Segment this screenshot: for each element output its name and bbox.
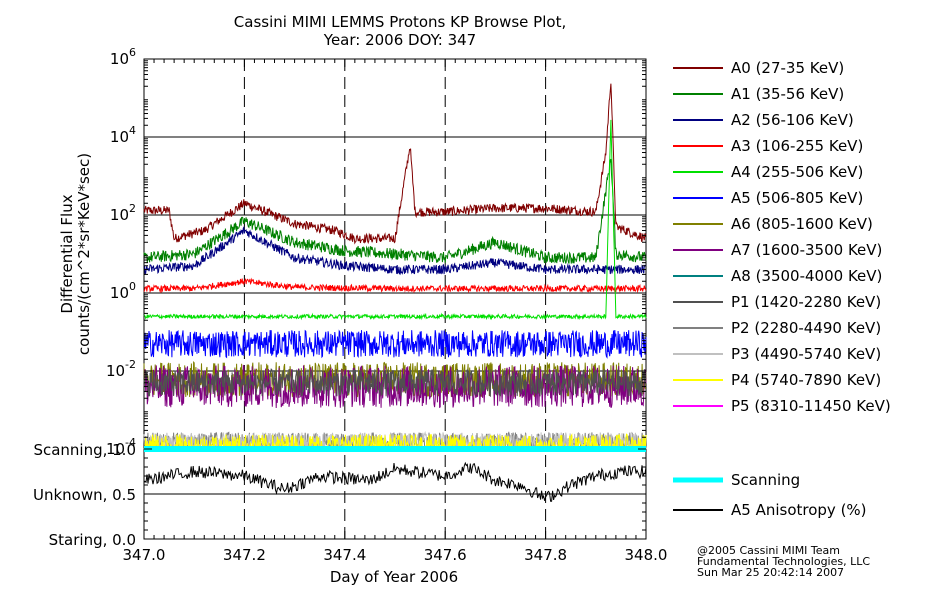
x-tick-label: 347.4 [323, 546, 366, 564]
aniso-y-tick-label: Scanning, 1.0 [33, 441, 136, 459]
y-tick-label: 102 [110, 202, 136, 224]
credit-team: @2005 Cassini MIMI Team [697, 544, 840, 557]
series-line-p1 [143, 368, 647, 398]
legend-label: A0 (27-35 KeV) [731, 59, 844, 77]
legend-label: Scanning [731, 471, 800, 489]
y-axis-units: counts/(cm^2*sr*KeV*sec) [75, 153, 93, 355]
legend-label: A7 (1600-3500 KeV) [731, 241, 882, 259]
x-tick-label: 347.8 [524, 546, 567, 564]
y-axis-label: Differential Flux [58, 194, 76, 313]
series-line-a1 [143, 158, 647, 264]
y-tick-label: 10-2 [106, 358, 136, 380]
chart-title: Cassini MIMI LEMMS Protons KP Browse Plo… [234, 13, 566, 31]
legend-label: P5 (8310-11450 KeV) [731, 397, 891, 415]
aniso-y-tick-label: Unknown, 0.5 [33, 486, 136, 504]
series-line-a0 [143, 83, 647, 245]
chart-subtitle: Year: 2006 DOY: 347 [323, 31, 476, 49]
aniso-y-tick-label: Staring, 0.0 [49, 531, 136, 549]
series-line-a5 [143, 329, 647, 359]
credit-date: Sun Mar 25 20:42:14 2007 [697, 566, 844, 579]
legend-label: A3 (106-255 KeV) [731, 137, 863, 155]
legend-label: P4 (5740-7890 KeV) [731, 371, 881, 389]
legend-label: A1 (35-56 KeV) [731, 85, 844, 103]
credit-company: Fundamental Technologies, LLC [697, 555, 870, 568]
series-line-a2 [143, 225, 647, 276]
series-line-a3 [143, 277, 647, 294]
x-tick-label: 348.0 [625, 546, 668, 564]
series-line-a5-anisotropy [143, 461, 647, 502]
legend-label: P1 (1420-2280 KeV) [731, 293, 881, 311]
x-tick-label: 347.0 [123, 546, 166, 564]
y-tick-label: 100 [110, 280, 136, 302]
x-axis-label: Day of Year 2006 [330, 568, 458, 586]
y-tick-label: 104 [110, 124, 136, 146]
legend-label: A5 Anisotropy (%) [731, 501, 867, 519]
legend-label: A2 (56-106 KeV) [731, 111, 854, 129]
y-tick-label: 106 [110, 46, 136, 68]
legend-label: P3 (4490-5740 KeV) [731, 345, 881, 363]
x-tick-label: 347.6 [424, 546, 467, 564]
x-tick-label: 347.2 [223, 546, 266, 564]
legend-label: A6 (805-1600 KeV) [731, 215, 873, 233]
legend-label: A4 (255-506 KeV) [731, 163, 863, 181]
legend-label: A8 (3500-4000 KeV) [731, 267, 882, 285]
series-line-a4 [143, 119, 647, 321]
legend-label: P2 (2280-4490 KeV) [731, 319, 881, 337]
legend-label: A5 (506-805 KeV) [731, 189, 863, 207]
